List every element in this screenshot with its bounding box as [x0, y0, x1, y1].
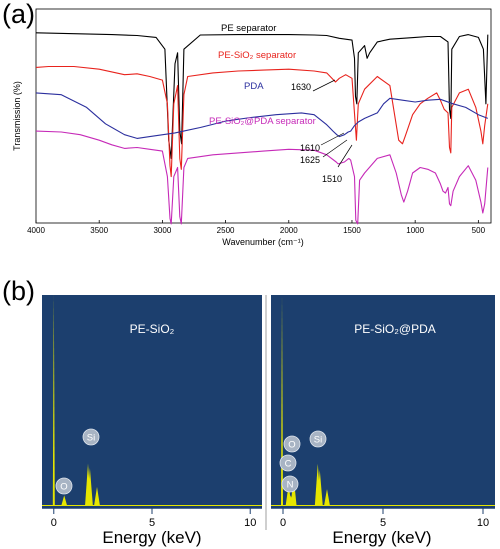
- ftir-x-tick-label: 1000: [406, 226, 424, 235]
- series-label-pe: PE separator: [221, 23, 276, 34]
- ftir-x-tick-label: 3500: [90, 226, 108, 235]
- element-label-n: N: [287, 480, 294, 491]
- eds-peak-5: [316, 470, 323, 506]
- eds-axis-line-1: [42, 506, 262, 508]
- annotation-1510: 1510: [322, 174, 342, 184]
- eds-x-axis-title-2: Energy (keV): [332, 528, 431, 547]
- ftir-x-tick-label: 2000: [280, 226, 298, 235]
- ftir-x-tick-label: 500: [472, 226, 486, 235]
- element-badge-si: [309, 430, 327, 448]
- eds-peak-4: [94, 487, 100, 506]
- series-label-pe-sio2-pda: PE-SiO₂@PDA separator: [209, 116, 316, 127]
- element-badge-o: [283, 435, 301, 453]
- annotation-1625: 1625: [300, 155, 320, 165]
- eds-chart-pe-sio2: PE-SiO₂ O Si 0 5 10 Energy (keV): [42, 295, 262, 547]
- ftir-chart: 4000 3500 3000 2500 2000 1500 1000 500 Wavenumb…: [12, 8, 492, 247]
- ftir-series-line-3: [35, 130, 489, 225]
- ftir-series-group: [35, 32, 489, 225]
- ftir-x-tick-label: 4000: [27, 226, 45, 235]
- eds-title-pe-sio2-pda: PE-SiO₂@PDA: [354, 322, 436, 336]
- eds-x-tick-label: 10: [477, 517, 489, 529]
- series-label-pda: PDA: [244, 81, 264, 92]
- eds-peak-0: [281, 295, 283, 506]
- eds-x-tick-label: 0: [280, 517, 286, 529]
- element-badge-c: [279, 454, 297, 472]
- ftir-y-axis-title: Transmission (%): [12, 81, 22, 151]
- eds-peak-3: [86, 468, 93, 506]
- eds-title-pe-sio2: PE-SiO₂: [130, 322, 175, 336]
- ftir-x-tick-label: 1500: [343, 226, 361, 235]
- element-label-o: O: [288, 440, 295, 451]
- element-label-o: O: [60, 482, 67, 493]
- element-badge-o: [55, 477, 73, 495]
- eds-plot-background-2: [271, 295, 495, 508]
- annotation-1610: 1610: [300, 143, 320, 153]
- eds-x-tick-label: 5: [380, 517, 386, 529]
- annotation-1630: 1630: [291, 82, 311, 92]
- element-badge-si: [82, 428, 100, 446]
- eds-x-tick-label: 10: [244, 517, 256, 529]
- eds-plot-background-1: [42, 295, 262, 508]
- series-label-pe-sio2: PE-SiO₂ separator: [218, 50, 296, 61]
- ftir-x-tick-label: 3000: [153, 226, 171, 235]
- eds-peak-0: [52, 295, 55, 506]
- eds-x-tick-label: 0: [51, 517, 57, 529]
- element-label-si: Si: [87, 433, 95, 444]
- eds-element-labels-1: O Si: [55, 428, 100, 495]
- eds-peak-6: [324, 489, 330, 506]
- element-label-si: Si: [314, 435, 322, 446]
- eds-x-ticks-2: 0 5 10: [271, 507, 495, 529]
- eds-chart-pe-sio2-pda: PE-SiO₂@PDA O Si CN 0 5 10 Energy (keV): [271, 295, 495, 547]
- eds-element-labels-2: O Si CN: [279, 430, 327, 493]
- element-label-c: C: [285, 459, 292, 470]
- panel-a-label: (a): [2, 0, 35, 29]
- eds-peak-1: [61, 495, 68, 506]
- eds-peaks-1: [42, 295, 262, 506]
- eds-x-axis-title-1: Energy (keV): [102, 528, 201, 547]
- ftir-series-line-0: [35, 32, 489, 159]
- eds-x-ticks-1: 0 5 10: [42, 507, 262, 529]
- panel-b-label: (b): [2, 276, 35, 306]
- ftir-annotation-arrows: [312, 79, 353, 168]
- ftir-series-line-1: [35, 65, 489, 178]
- ftir-x-ticks: 4000 3500 3000 2500 2000 1500 1000 500: [27, 220, 486, 235]
- eds-x-tick-label: 5: [149, 517, 155, 529]
- ftir-x-axis-title: Wavenumber (cm⁻¹): [222, 237, 303, 247]
- element-badge-n: [281, 475, 299, 493]
- ftir-x-tick-label: 2500: [217, 226, 235, 235]
- ftir-series-line-2: [35, 92, 489, 139]
- ftir-plot-frame: [35, 8, 492, 224]
